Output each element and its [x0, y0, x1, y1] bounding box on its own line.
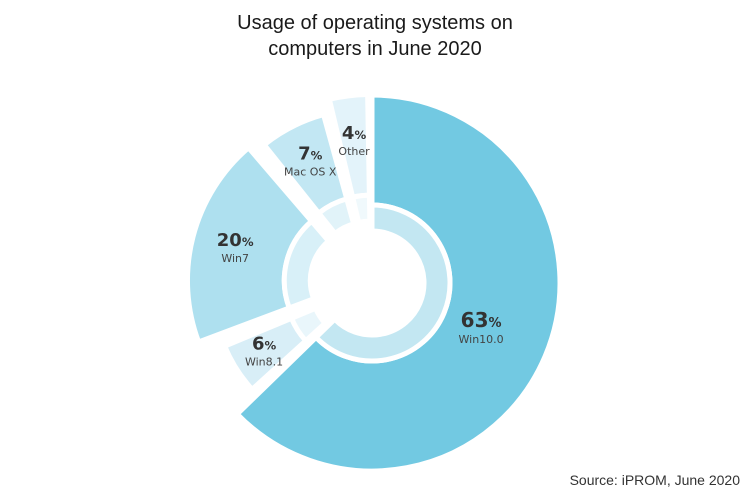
slice-win10-0-value-label: 63%	[461, 308, 502, 332]
chart-title-line-2: computers in June 2020	[268, 38, 482, 60]
slice-other: 4%Other	[326, 91, 373, 226]
slice-win10-0-inner	[312, 202, 453, 364]
chart-title: Usage of operating systems on computers …	[195, 10, 555, 62]
slice-value-unit: %	[311, 149, 323, 163]
slice-value-unit: %	[242, 235, 254, 249]
slice-value-number: 4	[342, 123, 355, 144]
donut-hole	[322, 233, 422, 333]
slice-win7-inner	[281, 217, 332, 312]
slice-value-unit: %	[264, 338, 276, 352]
slice-value-unit: %	[354, 128, 366, 142]
slice-value-unit: %	[489, 316, 502, 331]
slice-win7-value-label: 20%	[217, 230, 254, 251]
slice-other-value-label: 4%	[342, 123, 367, 144]
slice-mac-os-x-name-label: Mac OS X	[284, 166, 337, 179]
slice-value-number: 7	[298, 144, 311, 165]
slice-mac-os-x-inner	[315, 195, 357, 237]
slice-other-name-label: Other	[338, 145, 370, 158]
source-note: Source: iPROM, June 2020	[569, 472, 740, 488]
slice-win8-1-inner	[288, 305, 329, 345]
slice-value-number: 63	[461, 308, 489, 332]
chart-title-line-1: Usage of operating systems on	[237, 12, 513, 34]
slice-win8-1: 6%Win8.1	[221, 305, 329, 393]
slice-mac-os-x-value-label: 7%	[298, 144, 323, 165]
slice-win8-1-value-label: 6%	[252, 333, 277, 354]
slice-value-number: 6	[252, 333, 265, 354]
slice-win8-1-name-label: Win8.1	[245, 355, 283, 368]
slice-win7: 20%Win7	[184, 144, 332, 346]
slice-win10-0-name-label: Win10.0	[459, 333, 504, 346]
slice-mac-os-x: 7%Mac OS X	[260, 111, 357, 237]
slice-value-number: 20	[217, 230, 242, 251]
slice-win10-0: 63%Win10.0	[233, 92, 563, 474]
slice-other-inner	[349, 192, 373, 226]
slice-win7-name-label: Win7	[221, 252, 249, 265]
